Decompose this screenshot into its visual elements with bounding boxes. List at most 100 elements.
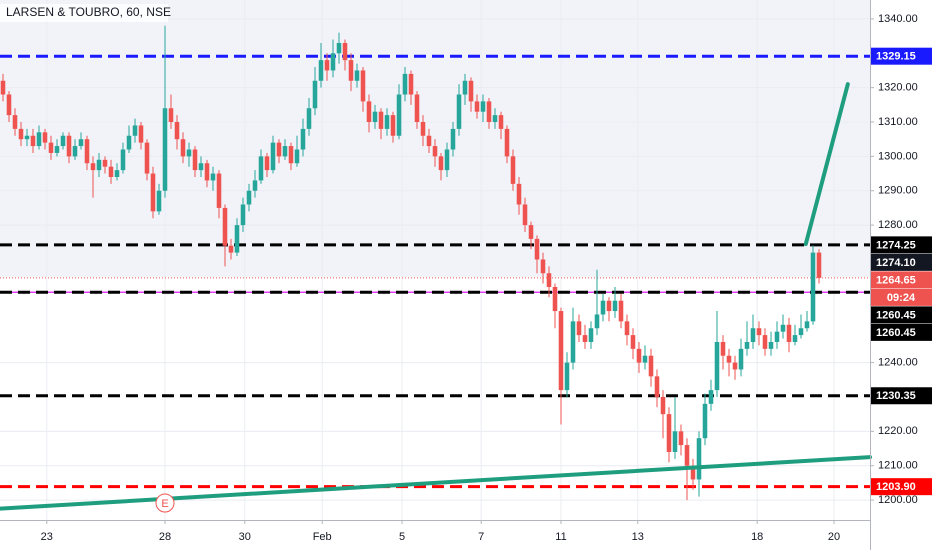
candle-body [180, 139, 186, 157]
candle-body [582, 335, 588, 342]
candle-body [342, 42, 348, 61]
candle-body [492, 115, 498, 123]
price-label: 1260.45 [876, 309, 916, 321]
candle-body [756, 328, 762, 336]
candle-body [222, 207, 228, 246]
candle-body [390, 115, 396, 136]
candle-body [378, 111, 384, 129]
candle-body [324, 60, 330, 71]
candle-body [798, 328, 804, 336]
trendline [0, 455, 872, 511]
candle-body [132, 125, 138, 136]
candle-body [162, 108, 168, 191]
candle-body [312, 80, 318, 109]
candle-body [456, 94, 462, 129]
y-tick-label: 1340.00 [878, 13, 918, 25]
candle-body [648, 355, 654, 377]
candle-body [156, 190, 162, 212]
candle-body [6, 94, 12, 116]
candle-body [810, 252, 816, 322]
candle-body [636, 348, 642, 363]
price-label-box [871, 323, 932, 341]
y-tick-label: 1310.00 [878, 116, 918, 128]
price-label: 1203.90 [876, 481, 916, 493]
candle-body [120, 149, 126, 171]
candle-body [150, 173, 156, 212]
candle-body [504, 128, 510, 157]
candle-body [702, 403, 708, 439]
candle-body [84, 139, 90, 164]
candle-body [738, 348, 744, 370]
candle-body [462, 80, 468, 95]
candle-body [768, 341, 774, 349]
candle-body [522, 204, 528, 226]
trendline [803, 82, 850, 247]
chart-title: LARSEN & TOUBRO, 60, NSE [6, 5, 171, 19]
candle-body [774, 331, 780, 342]
candle-body [558, 311, 564, 391]
candle-body [318, 60, 324, 81]
candle-body [282, 146, 288, 157]
price-label-box [871, 271, 932, 289]
candle-body [48, 142, 54, 153]
candle-body [396, 94, 402, 136]
candle-body [192, 149, 198, 171]
x-tick-label: 30 [239, 531, 251, 543]
candle-body [36, 132, 42, 147]
y-tick-label: 1320.00 [878, 82, 918, 94]
candle-body [12, 115, 18, 129]
candle-body [426, 135, 432, 147]
price-label-box [871, 47, 932, 65]
candle-body [252, 180, 258, 191]
candle-body [432, 146, 438, 157]
candle-body [276, 142, 282, 157]
candle-body [186, 149, 192, 157]
x-tick-label: 5 [399, 531, 405, 543]
x-tick-label: 23 [41, 531, 53, 543]
candle-body [348, 60, 354, 81]
candle-body [606, 300, 612, 312]
y-tick-label: 1240.00 [878, 356, 918, 368]
x-tick-label: 28 [159, 531, 171, 543]
candle-body [726, 355, 732, 363]
candle-body [564, 362, 570, 391]
candle-body [246, 190, 252, 205]
y-tick-label: 1300.00 [878, 150, 918, 162]
time-axis: 23 28 30 Feb 5 7 11 13 18 20 [41, 520, 840, 543]
candle-body [78, 139, 84, 147]
candle-body [264, 156, 270, 171]
price-label-box [871, 306, 932, 324]
candle-body [126, 135, 132, 150]
candle-body [786, 324, 792, 342]
candle-body [138, 125, 144, 143]
candle-body [90, 163, 96, 171]
x-tick-label: 7 [478, 531, 484, 543]
candle-body [198, 163, 204, 171]
candle-body [510, 156, 516, 184]
candle-body [0, 80, 6, 95]
candle-body [438, 156, 444, 171]
candle-body [612, 300, 618, 312]
candle-body [96, 159, 102, 171]
candle-body [750, 328, 756, 342]
candle-body [234, 225, 240, 253]
candle-body [354, 70, 360, 81]
candle-body [684, 445, 690, 466]
candle-body [30, 135, 36, 147]
candle-body [654, 376, 660, 397]
candle-body [762, 335, 768, 349]
candle-body [228, 245, 234, 253]
candle-body [546, 273, 552, 287]
candle-body [516, 183, 522, 205]
candle-body [732, 362, 738, 370]
candle-body [630, 335, 636, 349]
candle-body [594, 314, 600, 329]
candle-body [402, 73, 408, 95]
price-axis: 1340.00 1320.00 1310.00 1300.00 1290.00 1280.… [870, 13, 932, 506]
candle-body [60, 135, 66, 147]
levels [0, 54, 870, 489]
candle-body [72, 146, 78, 157]
candle-body [576, 321, 582, 336]
candle-body [660, 396, 666, 415]
